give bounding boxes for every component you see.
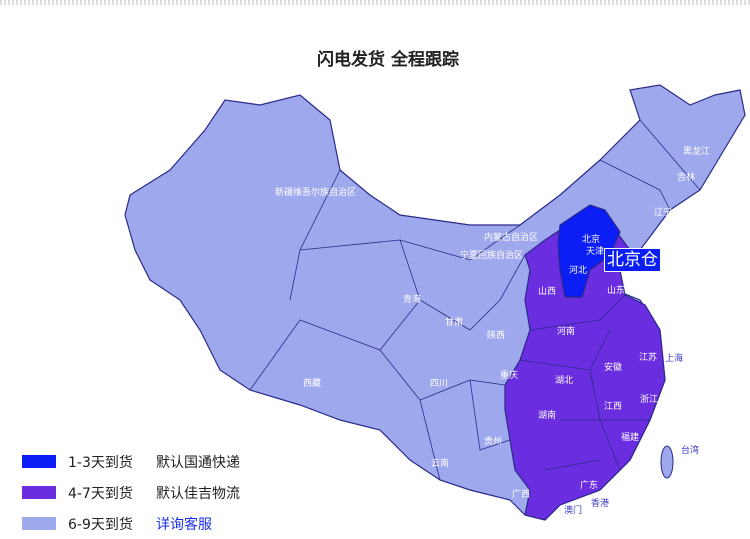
label-macau: 澳门 <box>564 506 583 516</box>
label-hongkong: 香港 <box>591 499 610 509</box>
legend-days: 4-7天到货 <box>68 485 133 502</box>
label-jilin: 吉林 <box>677 173 696 183</box>
label-qinghai: 青海 <box>403 295 422 305</box>
label-gansu: 甘肃 <box>445 318 464 328</box>
label-ningxia: 宁夏回族自治区 <box>460 251 524 261</box>
label-shaanxi: 陕西 <box>487 331 506 341</box>
label-zhejiang: 浙江 <box>640 395 659 405</box>
label-beijing: 北京 <box>582 235 601 245</box>
label-yunnan: 云南 <box>431 459 450 469</box>
label-chongqing: 重庆 <box>500 371 519 381</box>
label-neimenggu: 内蒙古自治区 <box>484 233 539 243</box>
province-borders <box>249 119 701 481</box>
label-shanghai: 上海 <box>665 354 684 364</box>
label-hunan: 湖南 <box>538 411 557 421</box>
warehouse-label: 北京仓 <box>604 248 661 272</box>
legend-note: 默认国通快递 <box>156 454 240 471</box>
label-sichuan: 四川 <box>430 379 449 389</box>
legend-days: 1-3天到货 <box>68 454 133 471</box>
label-guizhou: 贵州 <box>484 437 503 447</box>
label-shandong: 山东 <box>607 286 626 296</box>
legend-swatch-medium <box>22 486 56 499</box>
legend-swatch-fast <box>22 455 56 468</box>
label-tianjin: 天津 <box>586 247 605 257</box>
label-jiangsu: 江苏 <box>639 353 658 363</box>
label-anhui: 安徽 <box>604 363 623 373</box>
label-fujian: 福建 <box>621 433 640 443</box>
legend-note: 默认佳吉物流 <box>156 485 240 502</box>
label-jiangxi: 江西 <box>604 402 623 412</box>
page-title: 闪电发货 全程跟踪 <box>317 50 459 70</box>
label-guangdong: 广东 <box>580 481 599 491</box>
label-xinjiang: 新疆维吾尔族自治区 <box>275 188 357 198</box>
contact-support-link[interactable]: 详询客服 <box>156 516 212 533</box>
delivery-legend: 1-3天到货 默认国通快递 4-7天到货 默认佳吉物流 6-9天到货 详询客服 <box>22 446 240 539</box>
legend-row: 6-9天到货 详询客服 <box>22 508 240 539</box>
label-shanxi: 山西 <box>538 287 557 297</box>
region-fast <box>557 204 621 298</box>
label-xizang: 西藏 <box>303 379 322 389</box>
label-henan: 河南 <box>557 327 576 337</box>
label-hebei: 河北 <box>569 266 588 276</box>
top-divider <box>0 0 750 5</box>
legend-swatch-slow <box>22 517 56 530</box>
legend-row: 4-7天到货 默认佳吉物流 <box>22 477 240 508</box>
label-heilongjiang: 黑龙江 <box>683 147 711 157</box>
label-taiwan: 台湾 <box>681 446 700 456</box>
taiwan-shape <box>660 445 674 479</box>
legend-row: 1-3天到货 默认国通快递 <box>22 446 240 477</box>
label-liaoning: 辽宁 <box>654 208 673 218</box>
label-hubei: 湖北 <box>555 376 574 386</box>
legend-days: 6-9天到货 <box>68 516 133 533</box>
label-guangxi: 广西 <box>512 490 531 500</box>
